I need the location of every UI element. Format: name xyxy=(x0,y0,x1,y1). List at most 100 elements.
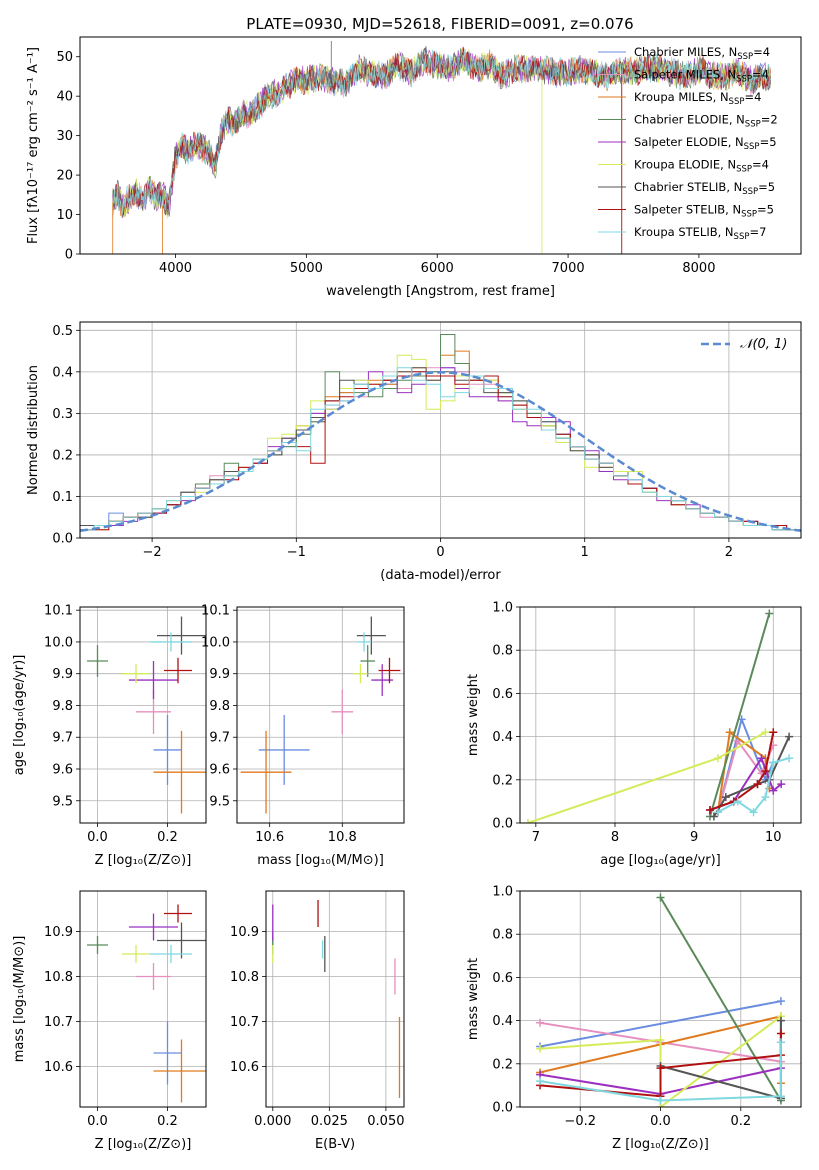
x-tick-label: 6000 xyxy=(421,261,454,276)
x-tick-label: 5000 xyxy=(290,261,323,276)
y-tick-label: 9.8 xyxy=(209,699,230,714)
y-tick-label: 10.8 xyxy=(44,970,73,985)
weight-marker xyxy=(769,728,778,737)
x-axis-label: (data-model)/error xyxy=(380,568,501,583)
y-tick-label: 0.0 xyxy=(492,1101,513,1116)
age-vs-mass-panel: 10.6 10.8 9.5 9.6 9.7 9.8 9.9 10.0 10.1 mass [log… xyxy=(201,604,405,868)
spectrum-line-salpeter-stelib xyxy=(112,47,771,219)
weight-marker xyxy=(713,754,722,763)
weight-marker xyxy=(777,780,786,789)
legend-subscript: SSP xyxy=(742,187,758,197)
legend-value: =5 xyxy=(760,135,777,149)
legend-subscript: SSP xyxy=(734,232,750,242)
legend-value: =4 xyxy=(752,68,769,82)
x-tick-label: 0 xyxy=(436,545,444,560)
weight-marker xyxy=(705,806,714,815)
x-tick-label: 9 xyxy=(690,830,698,845)
x-tick-label: 0.2 xyxy=(157,1114,178,1129)
x-tick-label: 2 xyxy=(725,545,733,560)
y-tick-label: 10.0 xyxy=(44,635,73,650)
y-tick-label: 0.4 xyxy=(492,1014,513,1029)
legend-entry: Salpeter ELODIE, NSSP=5 xyxy=(634,135,777,152)
y-tick-label: 9.9 xyxy=(52,667,73,682)
legend-subscript: SSP xyxy=(741,210,757,220)
y-tick-label: 9.9 xyxy=(209,667,230,682)
y-axis-label: Flux [fλ10⁻¹⁷ erg cm⁻² s⁻¹ A⁻¹] xyxy=(26,47,41,244)
weight-marker xyxy=(721,793,730,802)
y-tick-label: 10.8 xyxy=(230,970,259,985)
residuals-histogram-panel: −2 −1 0 1 2 0.0 0.1 0.2 0.3 0.4 0.5 (data-model)/er… xyxy=(26,321,802,583)
legend-value: =2 xyxy=(761,113,778,127)
y-tick-label: 10.1 xyxy=(44,604,73,619)
plot-frame xyxy=(79,606,207,824)
weight-marker xyxy=(523,819,532,823)
legend-value: =4 xyxy=(752,158,769,172)
y-tick-label: 20 xyxy=(56,169,73,184)
y-tick-label: 0.3 xyxy=(52,407,73,422)
legend-value: =4 xyxy=(744,90,761,104)
weight-marker xyxy=(656,1064,665,1073)
y-tick-label: 10.6 xyxy=(230,1060,259,1075)
weight-line-chabrier-elodie xyxy=(709,613,771,817)
x-tick-label: 1 xyxy=(581,545,589,560)
weight-marker xyxy=(725,728,734,737)
legend-subscript: SSP xyxy=(744,142,760,152)
x-tick-label: 4000 xyxy=(159,261,192,276)
y-tick-label: 0.6 xyxy=(492,971,513,986)
x-tick-label: −2 xyxy=(143,545,162,560)
weight-marker xyxy=(769,786,778,795)
legend-subscript: SSP xyxy=(736,165,752,175)
x-tick-label: 7 xyxy=(532,830,540,845)
plot-frame xyxy=(519,606,802,824)
legend-entry: Chabrier MILES, NSSP=4 xyxy=(634,45,770,62)
y-tick-label: 0.2 xyxy=(492,773,513,788)
y-tick-label: 10.0 xyxy=(201,635,230,650)
legend-entry: Salpeter MILES, NSSP=4 xyxy=(634,68,769,85)
gaussian-reference-line xyxy=(80,371,801,532)
plot-frame xyxy=(265,890,405,1108)
y-tick-label: 1.0 xyxy=(492,885,513,900)
weight-marker xyxy=(713,808,722,817)
y-tick-label: 30 xyxy=(56,129,73,144)
weight-marker xyxy=(656,1096,665,1105)
x-tick-label: 10 xyxy=(765,830,782,845)
x-tick-label: 0.2 xyxy=(157,830,178,845)
weight-marker xyxy=(656,893,665,902)
x-tick-label: 10.6 xyxy=(255,830,284,845)
weight-marker xyxy=(733,797,742,806)
x-tick-label: −1 xyxy=(287,545,306,560)
weight-marker xyxy=(785,754,794,763)
legend-entry: Chabrier ELODIE, NSSP=2 xyxy=(634,113,778,130)
legend-subscript: SSP xyxy=(736,75,752,85)
y-axis-label: mass weight xyxy=(466,958,481,1040)
y-tick-label: 0.2 xyxy=(52,448,73,463)
weight-marker xyxy=(769,758,778,767)
plot-frame xyxy=(236,606,405,824)
age-vs-metallicity-panel: 0.0 0.2 9.5 9.6 9.7 9.8 9.9 10.0 10.1 Z [log₁₀(Z/… xyxy=(12,604,207,868)
y-tick-label: 9.7 xyxy=(52,731,73,746)
x-axis-label: mass [log₁₀(M/M⊙)] xyxy=(257,853,384,868)
weight-marker xyxy=(776,1092,785,1101)
x-tick-label: −0.2 xyxy=(564,1114,596,1129)
plot-area xyxy=(87,616,206,814)
legend-subscript: SSP xyxy=(729,97,745,107)
y-tick-label: 10.6 xyxy=(44,1060,73,1075)
plot-frame xyxy=(79,36,802,255)
y-tick-label: 9.7 xyxy=(209,731,230,746)
plot-frame xyxy=(79,321,802,539)
y-tick-label: 10.7 xyxy=(44,1015,73,1030)
weight-marker xyxy=(776,1016,785,1025)
y-axis-label: Normed distribution xyxy=(26,365,41,495)
x-tick-label: 7000 xyxy=(552,261,585,276)
plot-area xyxy=(87,904,206,1103)
x-tick-label: 0.0 xyxy=(87,1114,108,1129)
y-tick-label: 10.9 xyxy=(44,925,73,940)
y-tick-label: 0.6 xyxy=(492,687,513,702)
weight-marker xyxy=(761,767,770,776)
figure-title: PLATE=0930, MJD=52618, FIBERID=0091, z=0… xyxy=(246,15,633,33)
weight-marker xyxy=(776,997,785,1006)
legend-entry: Kroupa MILES, NSSP=4 xyxy=(634,90,761,107)
x-tick-label: 8000 xyxy=(682,261,715,276)
spectrum-line-kroupa-stelib xyxy=(112,48,771,217)
